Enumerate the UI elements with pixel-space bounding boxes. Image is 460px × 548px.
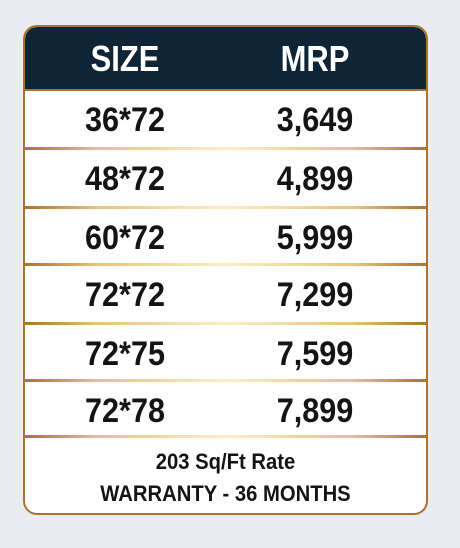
- row-divider: [25, 263, 426, 266]
- row-divider: [25, 147, 426, 150]
- mrp-cell: 7,599: [276, 335, 354, 373]
- row-divider: [25, 206, 426, 209]
- mrp-cell: 3,649: [276, 101, 354, 139]
- table-footer: 203 Sq/Ft Rate WARRANTY - 36 MONTHS: [25, 437, 426, 513]
- row-divider: [25, 379, 426, 382]
- table-row: 72*72 7,299: [25, 266, 426, 322]
- mrp-cell: 7,899: [276, 392, 354, 430]
- size-cell: 48*72: [85, 160, 165, 198]
- table-row: 72*78 7,899: [25, 382, 426, 438]
- table-row: 72*75 7,599: [25, 325, 426, 381]
- row-divider: [25, 435, 426, 438]
- size-cell: 60*72: [85, 219, 165, 257]
- mrp-cell: 7,299: [276, 276, 354, 314]
- mrp-cell: 5,999: [276, 219, 354, 257]
- table-row: 48*72 4,899: [25, 150, 426, 206]
- mrp-cell: 4,899: [276, 160, 354, 198]
- mrp-column-header: MRP: [280, 38, 350, 79]
- table-row: 36*72 3,649: [25, 91, 426, 147]
- size-cell: 72*78: [85, 392, 165, 430]
- size-cell: 72*75: [85, 335, 165, 373]
- table-header: SIZE MRP: [25, 27, 426, 91]
- size-cell: 72*72: [85, 276, 165, 314]
- table-row: 60*72 5,999: [25, 209, 426, 265]
- size-column-header: SIZE: [90, 38, 160, 79]
- row-divider: [25, 322, 426, 325]
- rate-note: 203 Sq/Ft Rate: [155, 449, 296, 474]
- price-table: SIZE MRP 36*72 3,649 48*72 4,899 60*72 5…: [23, 25, 428, 515]
- warranty-note: WARRANTY - 36 MONTHS: [100, 481, 351, 506]
- size-cell: 36*72: [85, 101, 165, 139]
